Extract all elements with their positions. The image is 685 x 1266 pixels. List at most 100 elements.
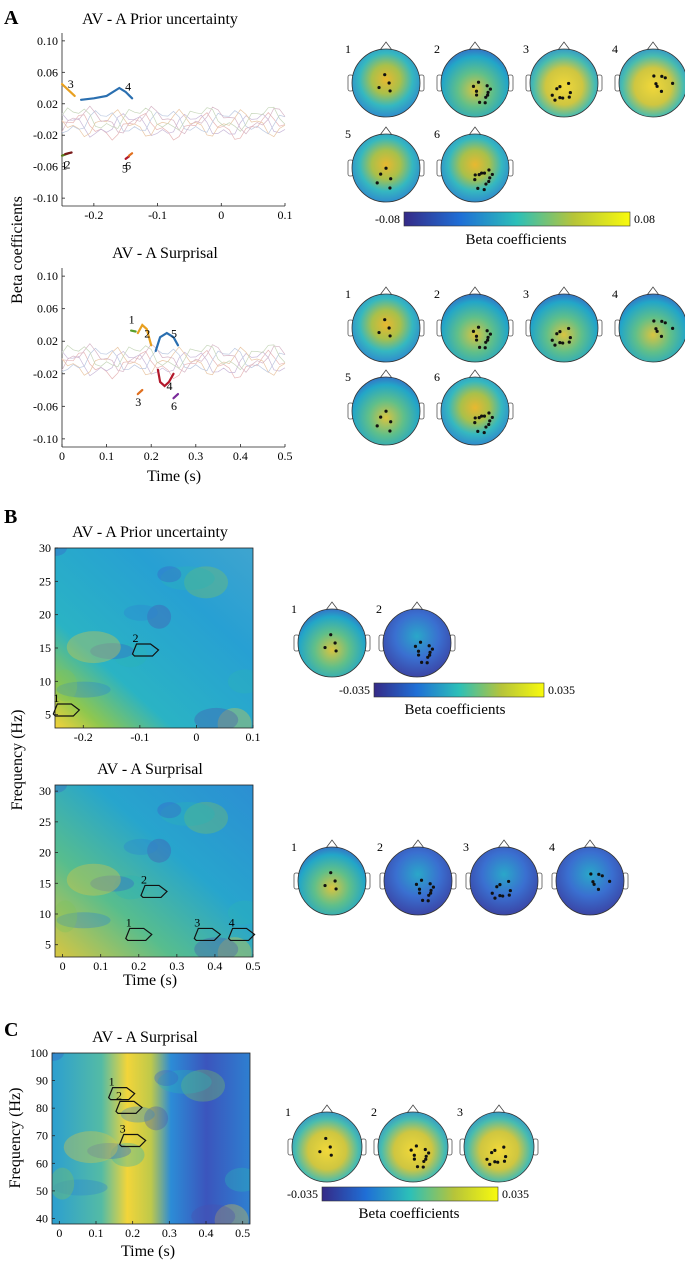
electrode-dot (485, 329, 489, 333)
electrode-dot (329, 871, 333, 875)
heatmap-background (52, 1053, 250, 1224)
topomap-label-5: 5 (345, 370, 351, 384)
topomap-label-2: 2 (434, 287, 440, 301)
colorbar-a-max: 0.08 (634, 212, 655, 226)
topomap-label-4: 4 (612, 287, 618, 301)
topomap-2 (436, 286, 514, 363)
y-tick-label: -0.06 (33, 399, 58, 413)
x-tick-label: -0.1 (148, 208, 167, 222)
x-tick-label: 0.4 (199, 1226, 214, 1240)
electrode-dot (652, 319, 656, 323)
cluster-contour-2 (131, 643, 160, 657)
electrode-dot (387, 81, 391, 85)
electrode-dot (482, 171, 487, 175)
y-tick-label: 0.10 (37, 269, 58, 283)
texture-blob (66, 863, 121, 896)
colorbar-a-label: Beta coefficients (466, 232, 567, 248)
heatmap-texture (55, 785, 253, 957)
electrode-dot (474, 338, 479, 342)
electrode-dot (482, 187, 486, 192)
texture-blob (56, 681, 111, 698)
electrode-dot (412, 1157, 416, 1161)
colorbar-b-max: 0.035 (548, 683, 575, 697)
texture-blob (194, 707, 239, 728)
texture-blob (66, 631, 121, 664)
electrode-dot (474, 89, 479, 93)
colorbar-a-min: -0.08 (375, 212, 400, 226)
electrode-dot (417, 891, 422, 895)
nose (410, 601, 424, 611)
topomap-label-1: 1 (285, 1105, 291, 1119)
electrode-dot (427, 644, 431, 648)
electrode-dot (655, 329, 659, 333)
nose (468, 126, 482, 136)
electrode-dot (568, 90, 572, 95)
texture-blob (217, 937, 252, 957)
electrode-dot (561, 341, 565, 345)
electrode-dot (591, 880, 595, 884)
head (529, 293, 599, 363)
electrode-dot (490, 891, 494, 895)
series-label-2: 2 (144, 326, 150, 340)
x-tick-label: 0 (218, 208, 224, 222)
electrode-dot (659, 89, 664, 93)
topomap-label-1: 1 (291, 602, 297, 616)
y-tick-label: 5 (45, 938, 51, 952)
texture-blob (157, 1069, 212, 1094)
electrode-dot (484, 340, 488, 344)
electrode-dot (388, 186, 392, 190)
texture-blob (191, 1204, 236, 1224)
x-tick-label: 0.5 (235, 1226, 250, 1240)
electrode-dot (387, 326, 391, 330)
cluster-contour-2 (115, 1100, 143, 1114)
electrode-dot (375, 181, 379, 185)
electrode-dot (558, 84, 562, 89)
x-tick-label: 0.3 (169, 959, 184, 973)
background-trace (61, 105, 286, 135)
electrode-dot (483, 101, 487, 105)
head (618, 48, 685, 118)
electrode-dot (429, 891, 433, 895)
topomap-1 (293, 839, 371, 916)
electrode-dot (490, 415, 494, 420)
electrode-dot (424, 1154, 428, 1158)
topomap-label-1: 1 (291, 840, 297, 854)
electrode-dot (486, 93, 490, 97)
cluster-label-2: 2 (116, 1088, 122, 1102)
topomap-1 (347, 286, 425, 363)
head (351, 48, 421, 118)
colorbar-b-gradient (373, 682, 545, 698)
electrode-dot (324, 1136, 328, 1141)
head (383, 846, 453, 916)
electrode-dot (503, 1154, 508, 1159)
topomap-label-1: 1 (345, 42, 351, 56)
texture-blob (52, 1167, 75, 1200)
topomap-4 (614, 41, 685, 118)
x-tick-label: 0.1 (99, 449, 114, 463)
topomaps-a2: 1 2 3 4 5 6 (345, 286, 685, 446)
texture-blob (90, 875, 135, 892)
head (555, 846, 625, 916)
y-tick-label: 0.02 (37, 97, 58, 111)
electrode-dot (479, 171, 484, 175)
cluster-label-1: 1 (53, 691, 59, 705)
x-tick-label: 0.1 (93, 959, 108, 973)
colorbar-c: -0.035 0.035 Beta coefficients (287, 1186, 529, 1222)
electrode-dot (431, 885, 436, 889)
electrode-dot (652, 74, 656, 78)
chart-c-surprisal: AV - A Surprisal 0 0.1 0.2 0.3 0.4 0.5 100 90 80 7… (30, 1029, 251, 1240)
texture-blob (63, 1131, 118, 1164)
electrode-dot (377, 330, 381, 335)
head (440, 48, 510, 118)
topomap-3 (525, 41, 603, 118)
topomap-label-3: 3 (463, 840, 469, 854)
heatmap-background (55, 548, 253, 728)
electrode-dot (473, 416, 477, 420)
electrode-dot (553, 98, 557, 102)
electrode-dot (488, 176, 492, 180)
electrode-dot (413, 644, 418, 648)
background-trace (61, 343, 286, 373)
x-tick-label: 0.3 (188, 449, 203, 463)
electrode-dot (415, 1165, 420, 1169)
cluster-contour-1 (125, 927, 153, 942)
